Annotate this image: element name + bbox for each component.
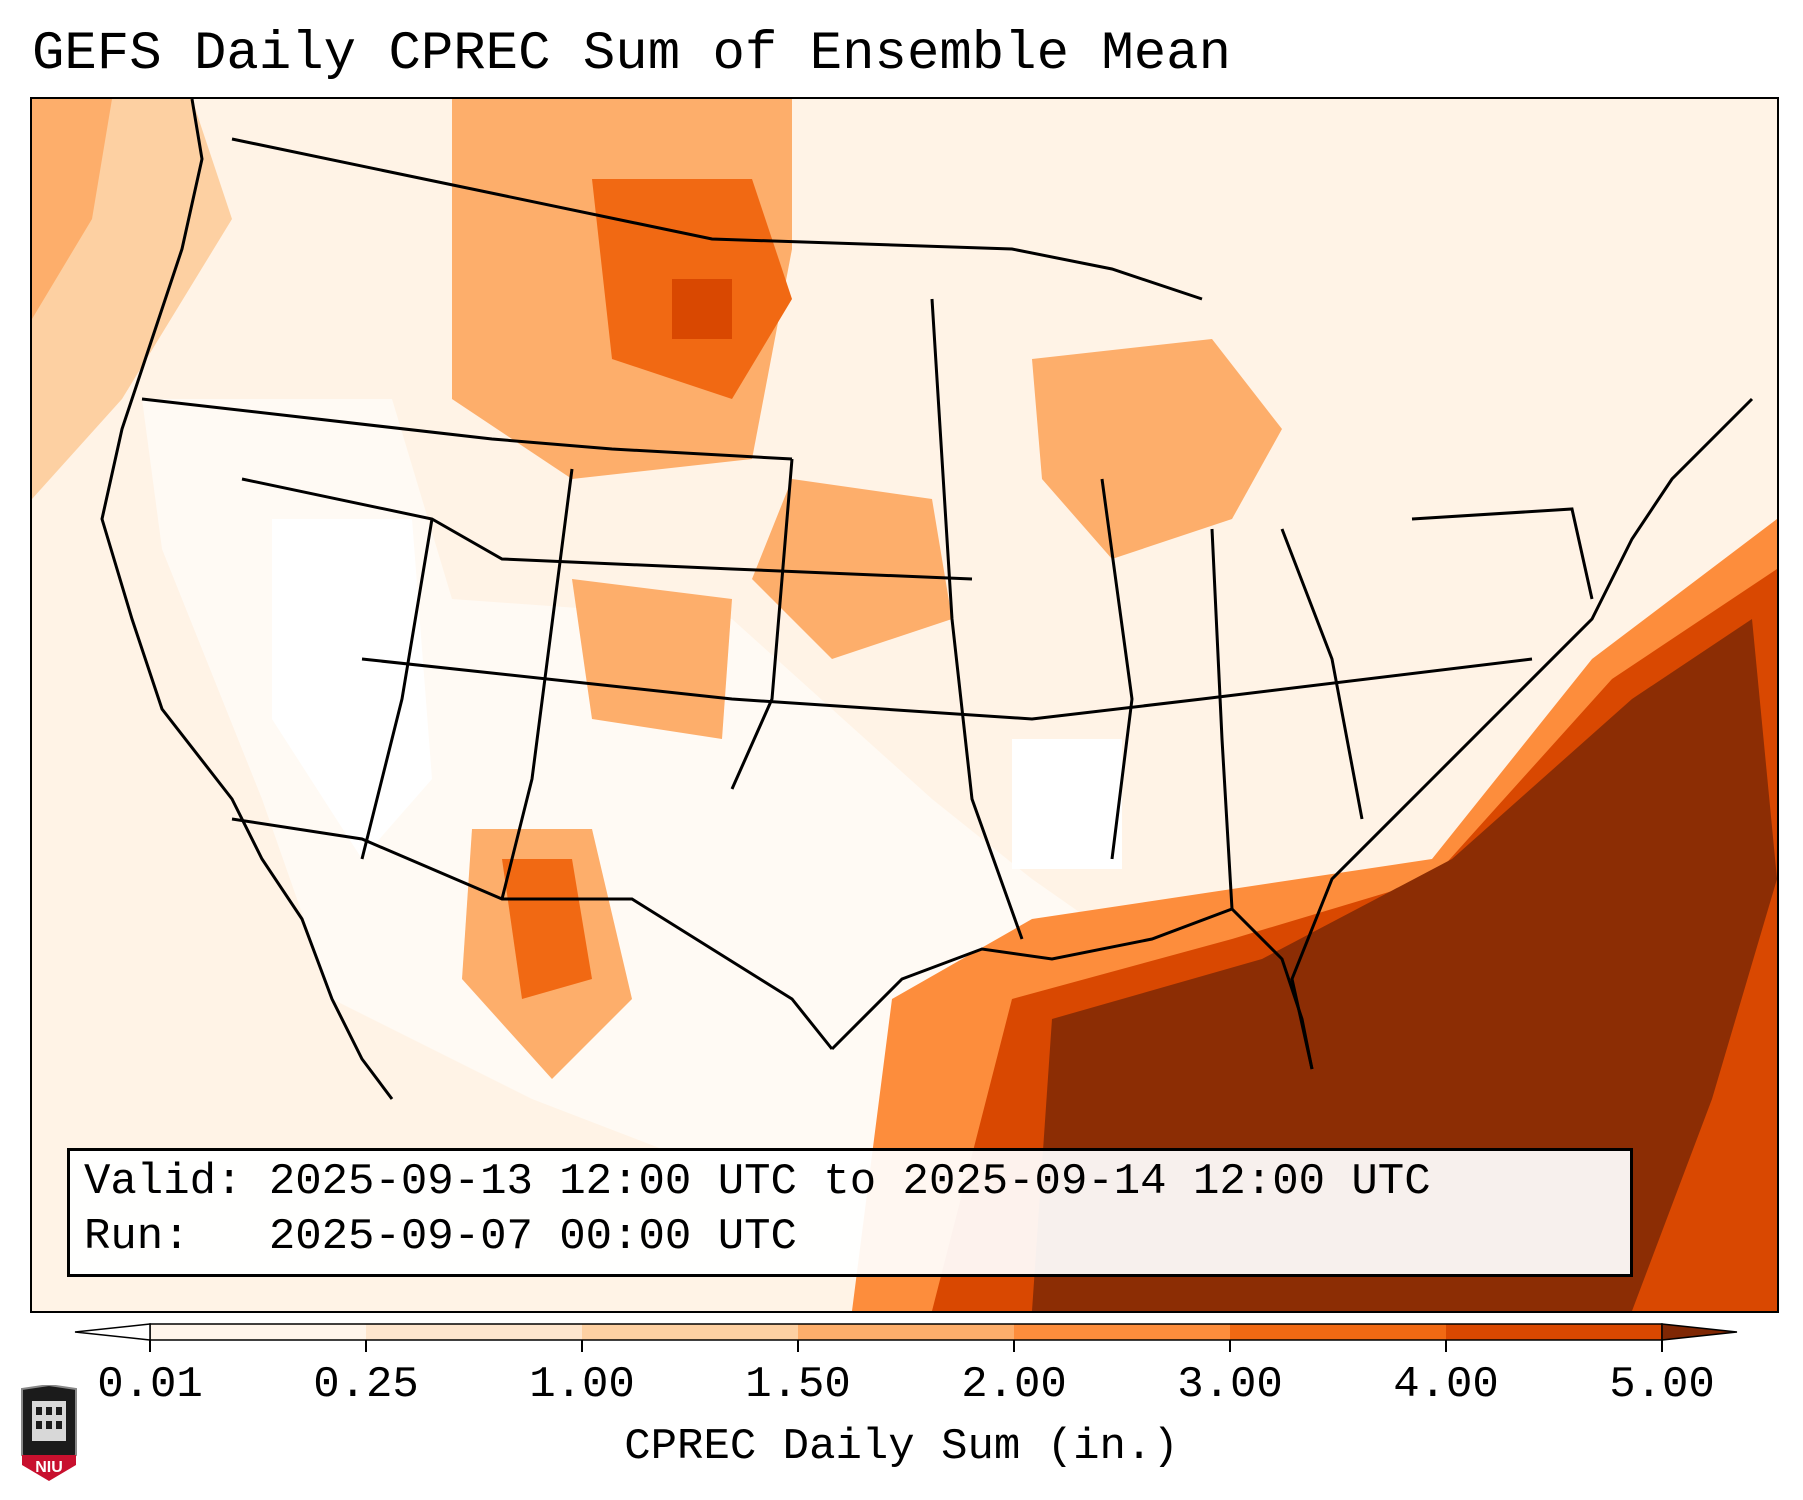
colorbar-tick-label: 5.00 (1609, 1360, 1715, 1410)
mexico-border (231, 817, 834, 1050)
colorbar (74, 1323, 1738, 1352)
mexico-precip-core (502, 859, 592, 999)
colorbar-tick-label: 0.25 (313, 1360, 419, 1410)
gulf-atlantic-precip-max (1032, 619, 1777, 1311)
colorbar-tick-label: 1.00 (529, 1360, 635, 1410)
colorado-precip (572, 579, 732, 739)
nevada-white-area (272, 519, 432, 859)
precipitation-map[interactable] (30, 97, 1779, 1313)
state-border-mid1 (241, 477, 973, 581)
colorbar-segment (150, 1324, 367, 1340)
arkansas-white-area (1012, 739, 1122, 869)
state-border-v6 (1210, 528, 1234, 910)
colorbar-segment (366, 1324, 583, 1340)
colorbar-tick-label: 2.00 (961, 1360, 1067, 1410)
colorbar-under-arrow (74, 1323, 151, 1341)
colorbar-tick-label: 4.00 (1393, 1360, 1499, 1410)
valid-time-text: Valid: 2025-09-13 12:00 UTC to 2025-09-1… (84, 1157, 1431, 1207)
state-border-mid2 (361, 657, 1533, 721)
colorbar-segment (1230, 1324, 1447, 1340)
valid-run-info-box: Valid: 2025-09-13 12:00 UTC to 2025-09-1… (67, 1148, 1633, 1277)
niu-logo-icon (21, 1385, 77, 1481)
colorbar-tick-label: 3.00 (1177, 1360, 1283, 1410)
colorbar-tick-label: 0.01 (97, 1360, 203, 1410)
state-border-ne (1411, 507, 1594, 600)
canada-border (231, 137, 1203, 301)
great-lakes-precip (1032, 339, 1282, 559)
colorbar-segment (798, 1324, 1015, 1340)
colorbar-over-arrow (1661, 1323, 1738, 1341)
map-title: GEFS Daily CPREC Sum of Ensemble Mean (32, 24, 1231, 85)
colorbar-tick-label: 1.50 (745, 1360, 851, 1410)
pacific-coastline (100, 99, 394, 1100)
state-border-v5 (1100, 478, 1134, 860)
state-border-v3 (730, 458, 794, 790)
atlantic-coastline (1290, 397, 1754, 1070)
state-border-v4 (930, 298, 1024, 940)
montana-precip-max (672, 279, 732, 339)
state-border-v7 (1280, 528, 1364, 820)
state-border-v2 (500, 468, 574, 900)
state-border-v1 (360, 518, 434, 860)
colorbar-label: CPREC Daily Sum (in.) (624, 1422, 1179, 1472)
colorbar-segment (582, 1324, 799, 1340)
run-time-text: Run: 2025-09-07 00:00 UTC (84, 1212, 797, 1262)
colorbar-segment (1446, 1324, 1663, 1340)
niu-logo-text: NIU (35, 1459, 63, 1476)
kansas-precip (752, 479, 952, 659)
boundaries (100, 99, 1754, 1100)
colorbar-segment (1014, 1324, 1231, 1340)
state-border-n (141, 397, 793, 461)
pacific-nw-precip-heavy (32, 99, 112, 319)
